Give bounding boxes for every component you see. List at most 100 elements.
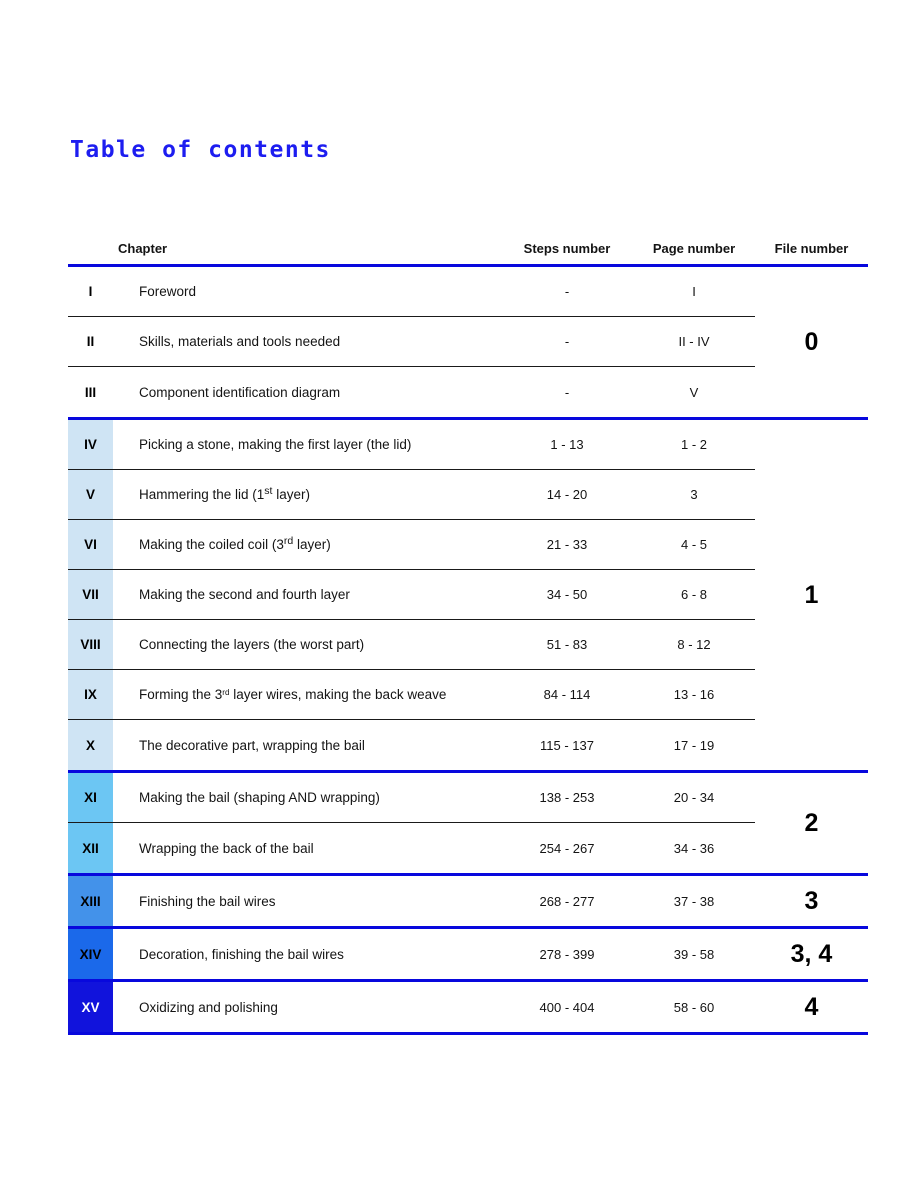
page-number-value: 1 - 2: [680, 437, 707, 452]
chapter-title: Skills, materials and tools needed: [113, 334, 501, 349]
page-number-value: I: [692, 284, 696, 299]
file-number-cell: 3: [755, 876, 868, 926]
steps-number-value: 21 - 33: [546, 537, 588, 552]
table-row: XII Wrapping the back of the bail 254 - 26…: [68, 823, 755, 873]
chapter-title: Hammering the lid (1st layer): [113, 485, 501, 502]
chapter-title-text: Making the bail (shaping AND wrapping): [139, 790, 380, 805]
column-header-page-number: Page number: [652, 241, 736, 256]
column-header-steps-number: Steps number: [523, 241, 611, 256]
page-number-value: 34 - 36: [673, 840, 715, 856]
table-row: I Foreword - I: [68, 267, 755, 317]
page-number-value: V: [689, 384, 699, 400]
steps-number-value: 34 - 50: [546, 587, 588, 602]
steps-number-value: 84 - 114: [543, 687, 591, 702]
chapter-group: XI Making the bail (shaping AND wrapping)…: [68, 773, 868, 876]
chapter-group-rows: XI Making the bail (shaping AND wrapping)…: [68, 773, 755, 873]
steps-number-value: 268 - 277: [539, 893, 595, 909]
chapter-title: Picking a stone, making the first layer …: [113, 437, 501, 452]
table-row: X The decorative part, wrapping the bail 1…: [68, 720, 755, 770]
chapter-group-rows: I Foreword - I II Skills, materials and tools…: [68, 267, 755, 417]
page-title: Table of contents: [70, 137, 331, 163]
chapter-group: XIV Decoration, finishing the bail wires 2…: [68, 929, 868, 982]
chapter-numeral: XII: [68, 823, 113, 873]
chapter-numeral: I: [88, 284, 93, 299]
page-number-value: 3: [690, 487, 698, 502]
page-number-value: 4 - 5: [680, 537, 707, 552]
table-row: IX Forming the 3rd layer wires, making th…: [68, 670, 755, 720]
chapter-numeral: II: [86, 334, 95, 349]
table-row: VII Making the second and fourth layer 34 …: [68, 570, 755, 620]
file-number-value: 3: [804, 886, 819, 915]
table-row: XIII Finishing the bail wires 268 - 277 37 …: [68, 876, 755, 926]
chapter-title-text: Decoration, finishing the bail wires: [139, 946, 344, 962]
file-number-cell: 1: [755, 420, 868, 770]
chapter-group: I Foreword - I II Skills, materials and tools…: [68, 267, 868, 420]
steps-number-value: -: [564, 334, 570, 349]
column-header-file-number: File number: [774, 241, 849, 256]
file-number-value: 2: [804, 808, 819, 837]
file-number-cell: 2: [755, 773, 868, 873]
chapter-title: Making the coiled coil (3rd layer): [113, 535, 501, 552]
page-number-value: II - IV: [678, 334, 710, 349]
file-number-cell: 0: [755, 267, 868, 417]
chapter-title-text: The decorative part, wrapping the bail: [139, 737, 365, 753]
steps-number-value: 14 - 20: [546, 487, 588, 502]
chapter-numeral: IV: [68, 420, 113, 469]
steps-number-value: 138 - 253: [539, 790, 595, 805]
chapter-numeral: X: [68, 720, 113, 770]
steps-number-value: 400 - 404: [539, 999, 595, 1015]
table-row: XIV Decoration, finishing the bail wires 2…: [68, 929, 755, 979]
chapter-title-text: Finishing the bail wires: [139, 893, 276, 909]
chapter-title-text: layer): [272, 487, 310, 502]
chapter-title-text: Making the coiled coil (3: [139, 537, 284, 552]
chapter-title-text: Skills, materials and tools needed: [139, 334, 341, 349]
chapter-group: XV Oxidizing and polishing 400 - 404 58 - 6…: [68, 982, 868, 1035]
chapter-title-text: Oxidizing and polishing: [139, 999, 278, 1015]
table-row: III Component identification diagram - V: [68, 367, 755, 417]
chapter-title-text: Foreword: [139, 284, 197, 299]
chapter-numeral: IX: [68, 670, 113, 719]
chapter-title-superscript: rd: [283, 535, 294, 548]
chapter-title-text: Forming the 3: [139, 687, 223, 702]
page-number-value: 17 - 19: [673, 737, 715, 753]
page-number-value: 58 - 60: [673, 999, 715, 1015]
table-body: I Foreword - I II Skills, materials and tools…: [68, 267, 868, 1035]
steps-number-value: -: [564, 284, 570, 299]
chapter-group: XIII Finishing the bail wires 268 - 277 37 …: [68, 876, 868, 929]
file-number-value: 3, 4: [790, 939, 833, 968]
chapter-group-rows: XIII Finishing the bail wires 268 - 277 37 …: [68, 876, 755, 926]
chapter-title-superscript: st: [264, 485, 273, 498]
chapter-title-text: Connecting the layers (the worst part): [139, 637, 365, 652]
page-number-value: 20 - 34: [673, 790, 715, 805]
chapter-title-superscript: rd: [222, 687, 230, 697]
steps-number-value: 254 - 267: [539, 840, 595, 856]
chapter-title: Decoration, finishing the bail wires: [113, 947, 501, 962]
steps-number-value: 1 - 13: [550, 437, 584, 452]
chapter-group-rows: XIV Decoration, finishing the bail wires 2…: [68, 929, 755, 979]
chapter-title: Foreword: [113, 284, 501, 299]
table-header-row: Chapter Steps number Page number File nu…: [68, 230, 868, 267]
chapter-title-text: Picking a stone, making the first layer …: [139, 437, 412, 452]
chapter-title: Connecting the layers (the worst part): [113, 637, 501, 652]
table-row: XI Making the bail (shaping AND wrapping)…: [68, 773, 755, 823]
chapter-title: Finishing the bail wires: [113, 894, 501, 909]
column-header-chapter: Chapter: [118, 241, 168, 256]
table-row: VIII Connecting the layers (the worst par…: [68, 620, 755, 670]
chapter-group-rows: IV Picking a stone, making the first laye…: [68, 420, 755, 770]
chapter-numeral: XIII: [68, 876, 113, 926]
page-number-value: 13 - 16: [673, 687, 715, 702]
page-number-value: 39 - 58: [673, 946, 715, 962]
table-row: XV Oxidizing and polishing 400 - 404 58 - 6…: [68, 982, 755, 1032]
chapter-numeral: III: [84, 384, 97, 400]
file-number-value: 4: [804, 992, 819, 1021]
steps-number-value: 51 - 83: [546, 637, 588, 652]
chapter-title: Oxidizing and polishing: [113, 1000, 501, 1015]
chapter-title-text: Component identification diagram: [139, 384, 341, 400]
file-number-value: 1: [804, 580, 819, 609]
chapter-group: IV Picking a stone, making the first laye…: [68, 420, 868, 773]
chapter-numeral: XIV: [68, 929, 113, 979]
steps-number-value: 115 - 137: [540, 737, 594, 753]
table-row: IV Picking a stone, making the first laye…: [68, 420, 755, 470]
steps-number-value: -: [564, 384, 570, 400]
table-of-contents: Chapter Steps number Page number File nu…: [68, 230, 868, 1035]
